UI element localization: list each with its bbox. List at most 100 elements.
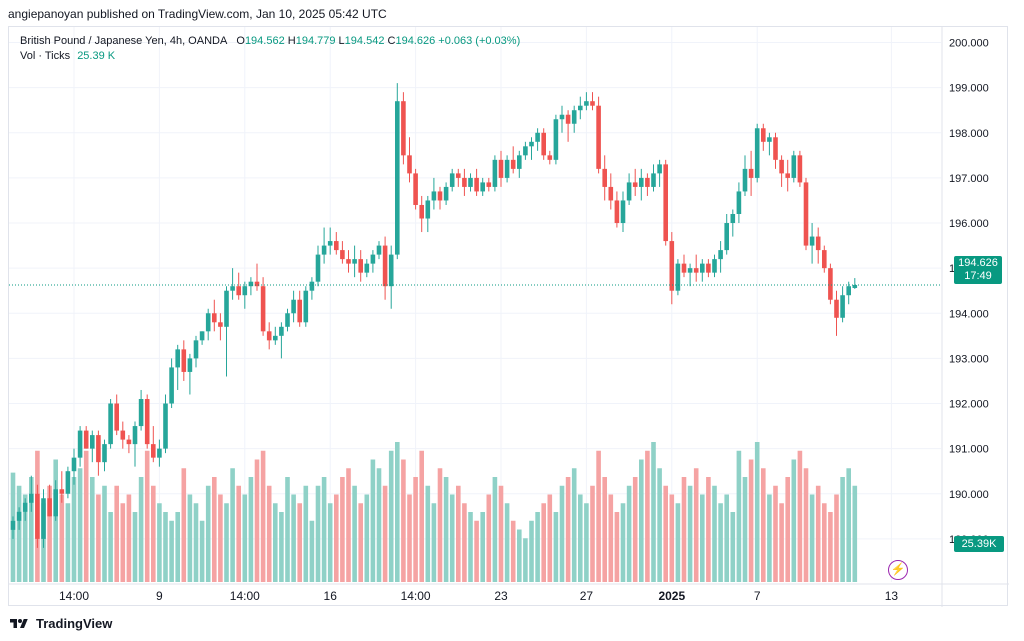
volume-bar xyxy=(108,512,113,582)
candle-body xyxy=(474,177,479,192)
volume-bar xyxy=(382,485,388,582)
volume-label[interactable]: Vol · Ticks xyxy=(20,50,71,62)
chart-frame[interactable]: 200.000199.000198.000197.000196.000195.0… xyxy=(8,26,1009,607)
candle-body xyxy=(47,498,52,517)
chart-svg[interactable]: 200.000199.000198.000197.000196.000195.0… xyxy=(9,27,1009,607)
candle-body xyxy=(53,489,58,517)
volume-bar xyxy=(608,494,614,582)
volume-bar xyxy=(431,503,437,582)
volume-bar xyxy=(834,494,839,582)
candle-body xyxy=(291,299,296,314)
y-tick-label: 194.000 xyxy=(949,308,989,320)
candle-body xyxy=(352,259,357,264)
candle-body xyxy=(620,200,626,224)
volume-bar xyxy=(340,477,345,582)
candle-body xyxy=(492,159,498,187)
candle-body xyxy=(437,191,443,201)
volume-bar xyxy=(504,503,510,582)
lightning-icon[interactable]: ⚡ xyxy=(888,560,908,580)
volume-bar xyxy=(205,485,211,582)
volume-bar xyxy=(620,503,626,582)
volume-bar xyxy=(181,468,187,582)
candle-body xyxy=(266,331,272,341)
y-tick-label: 199.000 xyxy=(949,83,989,95)
candle-body xyxy=(614,200,620,224)
volume-bar xyxy=(846,468,851,582)
volume-bar xyxy=(401,459,406,582)
volume-bar xyxy=(480,512,485,582)
volume-bar xyxy=(419,450,424,582)
volume-bar xyxy=(773,485,778,582)
candle-body xyxy=(498,159,504,178)
volume-bar xyxy=(65,503,71,582)
volume-bar xyxy=(138,477,144,582)
candle-body xyxy=(559,114,565,120)
high-value: 194.779 xyxy=(295,35,336,47)
volume-bar xyxy=(212,477,217,582)
brand-name[interactable]: TradingView xyxy=(36,616,113,631)
candle-body xyxy=(468,177,473,187)
candle-body xyxy=(565,114,571,124)
candle-body xyxy=(35,493,40,539)
volume-bar xyxy=(736,450,742,582)
x-tick-label: 13 xyxy=(885,589,899,603)
volume-bar xyxy=(754,442,760,582)
volume-bar xyxy=(193,503,199,582)
volume-bar xyxy=(474,520,479,582)
volume-bar xyxy=(90,477,95,582)
volume-bar xyxy=(498,485,504,582)
volume-bar xyxy=(29,477,34,582)
volume-bar xyxy=(651,442,656,582)
volume-bar xyxy=(236,485,241,582)
candle-body xyxy=(480,182,485,192)
candle-body xyxy=(126,439,132,445)
candle-body xyxy=(449,173,455,187)
y-tick-label: 198.000 xyxy=(949,128,989,140)
volume-bar xyxy=(114,485,119,582)
volume-bar xyxy=(157,503,162,582)
candle-body xyxy=(486,182,492,187)
x-tick-label: 14:00 xyxy=(230,589,260,603)
volume-bar xyxy=(614,512,620,582)
candle-body xyxy=(681,263,687,273)
candle-body xyxy=(419,204,424,219)
candle-body xyxy=(761,128,766,142)
candle-body xyxy=(669,241,675,291)
candle-body xyxy=(382,245,388,287)
candle-body xyxy=(132,426,138,445)
volume-bar xyxy=(553,512,559,582)
candle-body xyxy=(205,313,211,332)
volume-bar xyxy=(797,450,803,582)
volume-bar xyxy=(669,494,675,582)
candle-body xyxy=(273,335,278,341)
tradingview-logo-icon[interactable] xyxy=(8,617,30,631)
volume-bar xyxy=(779,503,784,582)
x-tick-label: 7 xyxy=(754,589,761,603)
candle-body xyxy=(260,286,266,332)
volume-bar xyxy=(22,494,28,582)
volume-bar xyxy=(407,494,412,582)
candle-body xyxy=(83,430,89,449)
symbol-title[interactable]: British Pound / Japanese Yen, 4h, OANDA xyxy=(20,35,228,47)
volume-bar xyxy=(16,485,22,582)
volume-bar xyxy=(468,512,473,582)
volume-bar xyxy=(163,512,168,582)
x-tick-label: 9 xyxy=(156,589,163,603)
candle-body xyxy=(608,186,614,201)
candle-body xyxy=(108,403,113,445)
volume-bar xyxy=(96,494,101,582)
volume-bar xyxy=(748,459,754,582)
volume-bar xyxy=(492,477,498,582)
candle-body xyxy=(785,173,790,178)
candle-body xyxy=(218,322,223,327)
open-label: O xyxy=(236,35,245,47)
y-tick-label: 197.000 xyxy=(949,173,989,185)
candle-body xyxy=(102,444,107,463)
candle-body xyxy=(248,281,254,287)
volume-bar xyxy=(242,494,248,582)
x-tick-label: 16 xyxy=(324,589,338,603)
volume-bar xyxy=(578,494,583,582)
candle-body xyxy=(230,286,235,291)
volume-bar xyxy=(285,477,290,582)
candle-body xyxy=(724,223,729,251)
